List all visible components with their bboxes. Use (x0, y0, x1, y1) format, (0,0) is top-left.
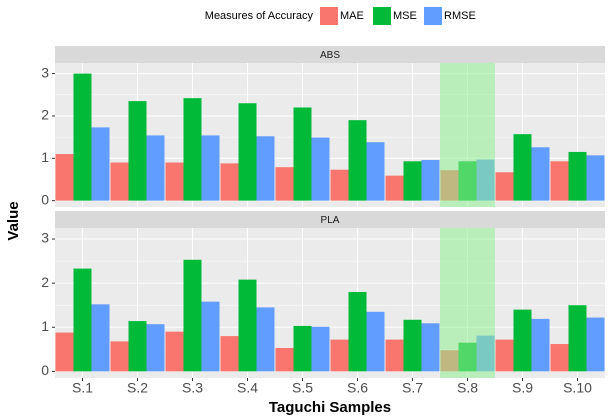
x-tick-label: S.6 (347, 380, 368, 396)
bar (183, 259, 202, 372)
legend-swatch (373, 7, 391, 25)
bar (73, 268, 92, 372)
bar (403, 319, 422, 372)
x-tick-label: S.7 (402, 380, 423, 396)
bar (421, 323, 440, 372)
x-tick-label: S.10 (563, 380, 592, 396)
strip (55, 211, 605, 228)
bar (495, 172, 514, 201)
y-tick-label: 3 (41, 230, 49, 246)
bar (146, 324, 165, 372)
y-tick-label: 3 (41, 64, 49, 80)
bar (220, 163, 239, 201)
panel-title: PLA (321, 215, 340, 226)
bar (146, 135, 165, 201)
bar (238, 279, 257, 372)
bar (201, 301, 220, 372)
y-tick-label: 2 (41, 274, 49, 290)
bar (55, 154, 74, 201)
bar (128, 321, 147, 372)
panel-title: ABS (320, 50, 340, 61)
bar (495, 339, 514, 372)
legend-label: MAE (340, 10, 364, 22)
bar (201, 135, 220, 201)
bar (568, 151, 587, 201)
bar (183, 98, 202, 201)
bar (55, 332, 74, 372)
x-tick-label: S.3 (182, 380, 203, 396)
bar (586, 317, 605, 372)
x-tick-label: S.4 (237, 380, 258, 396)
bar (275, 167, 294, 201)
legend-swatch (424, 7, 442, 25)
bar (513, 309, 532, 372)
x-tick-label: S.8 (457, 380, 478, 396)
bar (220, 336, 239, 372)
bar (513, 134, 532, 201)
bar (293, 325, 312, 372)
x-tick-label: S.2 (127, 380, 148, 396)
legend-title: Measures of Accuracy (205, 10, 314, 22)
bar (568, 305, 587, 372)
y-tick-label: 0 (41, 191, 49, 207)
bar (366, 142, 385, 201)
x-tick-label: S.9 (512, 380, 533, 396)
bar (275, 348, 294, 372)
y-tick-label: 1 (41, 318, 49, 334)
legend-swatch (320, 7, 338, 25)
bar (421, 159, 440, 201)
x-axis-label: Taguchi Samples (269, 399, 391, 416)
y-tick-label: 2 (41, 107, 49, 123)
legend-label: MSE (393, 10, 417, 22)
bar (531, 318, 550, 372)
bar (348, 120, 367, 201)
legend-label: RMSE (444, 10, 476, 22)
bar (311, 326, 330, 372)
bar (550, 161, 569, 201)
bar (256, 136, 275, 201)
bar (91, 304, 110, 372)
bar (531, 147, 550, 201)
bar (165, 331, 184, 372)
strip (55, 46, 605, 63)
y-axis-label: Value (5, 201, 22, 240)
bar (311, 137, 330, 201)
bar (128, 101, 147, 201)
bar (550, 344, 569, 372)
bar (586, 155, 605, 201)
bar (330, 169, 349, 201)
bar (73, 73, 92, 201)
x-tick-label: S.1 (72, 380, 93, 396)
bar (256, 307, 275, 372)
highlight (440, 63, 495, 207)
bar (91, 127, 110, 201)
bar (348, 291, 367, 372)
bar (330, 339, 349, 372)
bar (165, 162, 184, 201)
bar (110, 162, 129, 201)
bar (110, 341, 129, 372)
bar (403, 161, 422, 201)
y-tick-label: 0 (41, 362, 49, 378)
x-tick-label: S.5 (292, 380, 313, 396)
bar (385, 175, 404, 201)
bar (293, 107, 312, 201)
highlight (440, 228, 495, 378)
bar (366, 311, 385, 372)
bar (238, 103, 257, 201)
y-tick-label: 1 (41, 149, 49, 165)
bar (385, 339, 404, 372)
